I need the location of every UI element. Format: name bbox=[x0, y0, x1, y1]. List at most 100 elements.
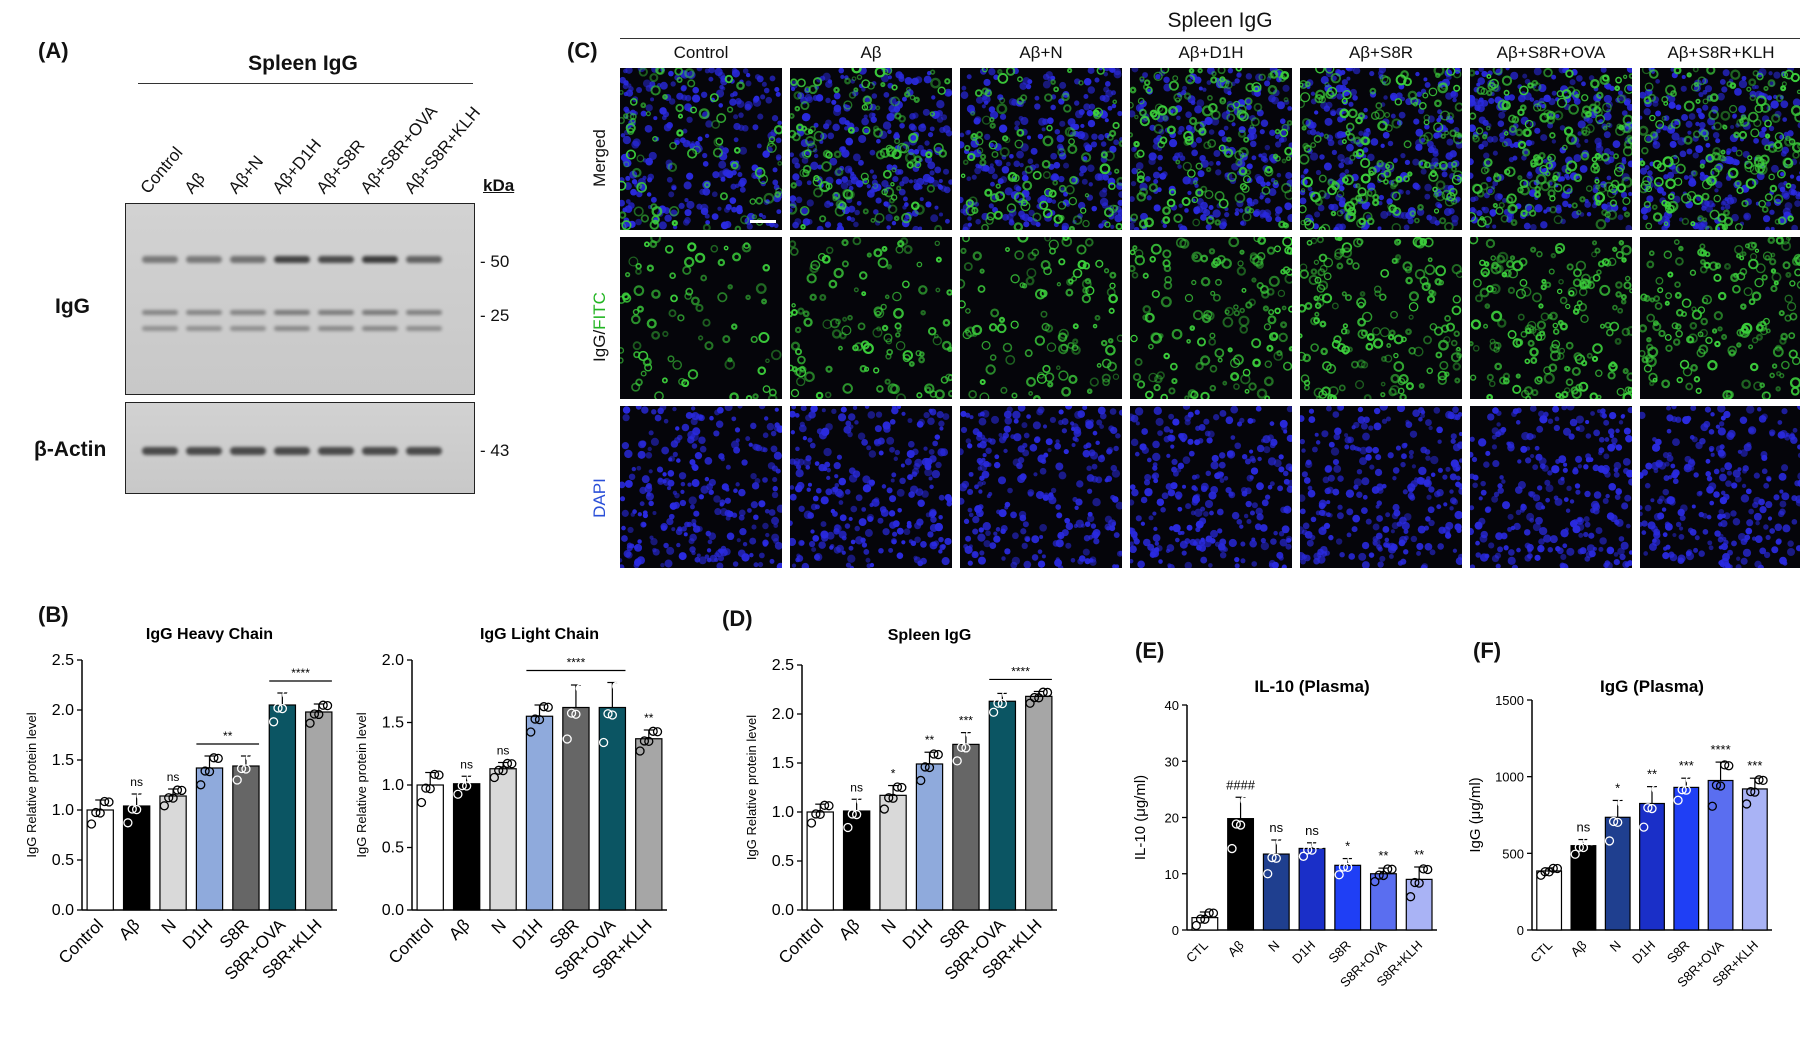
bracket-label: **** bbox=[567, 656, 586, 670]
data-point bbox=[811, 809, 821, 819]
data-point bbox=[1244, 796, 1254, 807]
if-tile-fitc bbox=[960, 237, 1122, 399]
category-label: Aβ bbox=[835, 915, 864, 944]
panel-c-letter: (C) bbox=[567, 38, 598, 63]
igg-band bbox=[318, 326, 354, 331]
data-point bbox=[847, 809, 857, 819]
significance-label: ns bbox=[1269, 820, 1283, 835]
if-tile-merged bbox=[790, 68, 952, 230]
if-column-label: Aβ+S8R+OVA bbox=[1496, 43, 1606, 62]
data-point bbox=[168, 793, 178, 803]
data-point bbox=[1582, 835, 1593, 846]
igg-band bbox=[274, 326, 310, 331]
if-tile-fitc bbox=[1130, 237, 1292, 399]
actin-band bbox=[230, 447, 266, 455]
chart-spleen-igg: Spleen IgG 0.0 0.5 1.0 1.5 2.0 2.5 IgG Relative… bbox=[744, 627, 1057, 984]
data-point bbox=[534, 714, 545, 725]
igg-band bbox=[186, 326, 222, 331]
igg-band bbox=[142, 310, 178, 315]
igg-band bbox=[142, 256, 178, 263]
bracket-label: **** bbox=[1011, 664, 1030, 678]
data-point bbox=[1418, 864, 1429, 874]
bar bbox=[489, 768, 517, 911]
y-tick-label: 2.0 bbox=[52, 702, 74, 719]
data-point bbox=[318, 700, 328, 710]
y-tick-label: 40 bbox=[1165, 698, 1179, 713]
data-point bbox=[213, 753, 223, 764]
y-tick-label: 2.0 bbox=[382, 652, 404, 669]
data-point bbox=[1724, 761, 1734, 771]
data-point bbox=[164, 793, 174, 803]
category-label: CTL bbox=[1527, 938, 1555, 966]
bar bbox=[562, 706, 590, 911]
data-point bbox=[1405, 892, 1416, 902]
bar bbox=[1334, 864, 1362, 931]
blot-igg bbox=[125, 203, 475, 395]
y-tick-label: 2.5 bbox=[772, 657, 794, 674]
category-label: D1H bbox=[899, 915, 936, 952]
chart-title: IgG Heavy Chain bbox=[146, 626, 273, 643]
data-point bbox=[1351, 855, 1361, 865]
bar bbox=[1707, 779, 1734, 931]
data-point bbox=[1715, 781, 1726, 791]
y-axis-label: IgG Relative protein level bbox=[24, 712, 39, 857]
category-label: D1H bbox=[1289, 938, 1318, 967]
data-point bbox=[916, 775, 926, 786]
data-point bbox=[1647, 803, 1657, 814]
data-point bbox=[1298, 851, 1309, 861]
if-tile-fitc bbox=[620, 237, 782, 399]
bracket-label: ** bbox=[223, 729, 233, 743]
data-point bbox=[1347, 854, 1357, 865]
category-label: Aβ bbox=[115, 915, 144, 944]
data-point bbox=[282, 690, 292, 700]
data-point bbox=[1378, 870, 1389, 881]
data-point bbox=[86, 819, 97, 829]
chart-il10-plasma: IL-10 (Plasma) 0 10 20 30 40 IL-10 (μg/ml) CTL #… bbox=[1132, 677, 1437, 990]
significance-label: * bbox=[1615, 780, 1620, 795]
data-point bbox=[434, 770, 444, 780]
igg-band bbox=[274, 310, 310, 315]
marker-25: - 25 bbox=[480, 306, 510, 325]
igg-band bbox=[230, 326, 266, 331]
data-point bbox=[924, 762, 935, 773]
bar bbox=[988, 700, 1017, 911]
data-point bbox=[232, 775, 242, 785]
category-label: N bbox=[488, 915, 510, 937]
data-point bbox=[204, 766, 215, 777]
panel-a-letter: (A) bbox=[38, 38, 69, 63]
category-label: Aβ bbox=[1568, 938, 1590, 960]
significance-label: *** bbox=[1747, 758, 1762, 773]
category-label: D1H bbox=[509, 915, 546, 952]
if-tile-merged bbox=[1470, 68, 1632, 230]
data-point bbox=[571, 709, 581, 719]
data-point bbox=[209, 753, 219, 763]
data-point bbox=[1651, 784, 1661, 794]
if-tile-dapi bbox=[620, 406, 782, 568]
data-point bbox=[603, 709, 613, 719]
bar bbox=[1298, 847, 1326, 931]
bar bbox=[842, 810, 871, 911]
panel-d-letter: (D) bbox=[722, 606, 753, 631]
y-tick-label: 1.0 bbox=[52, 802, 74, 819]
scale-bar bbox=[750, 220, 776, 223]
if-tile-fitc bbox=[790, 237, 952, 399]
actin-band bbox=[362, 447, 398, 455]
significance-label: ns bbox=[1577, 820, 1591, 835]
if-tile-dapi bbox=[1640, 406, 1800, 568]
data-point bbox=[1387, 864, 1397, 874]
marker-50: - 50 bbox=[480, 252, 510, 271]
data-point bbox=[526, 727, 536, 737]
bar bbox=[915, 763, 944, 911]
y-tick-label: 0.0 bbox=[52, 902, 74, 919]
significance-label: ns bbox=[167, 770, 180, 784]
data-point bbox=[425, 784, 435, 794]
data-point bbox=[843, 822, 853, 833]
data-point bbox=[824, 801, 834, 811]
igg-band bbox=[406, 310, 442, 315]
significance-label: ns bbox=[497, 744, 510, 758]
if-tile-merged bbox=[960, 68, 1122, 230]
data-point bbox=[286, 690, 296, 701]
data-point bbox=[1548, 863, 1558, 874]
igg-band bbox=[362, 326, 398, 331]
bar bbox=[952, 743, 980, 911]
